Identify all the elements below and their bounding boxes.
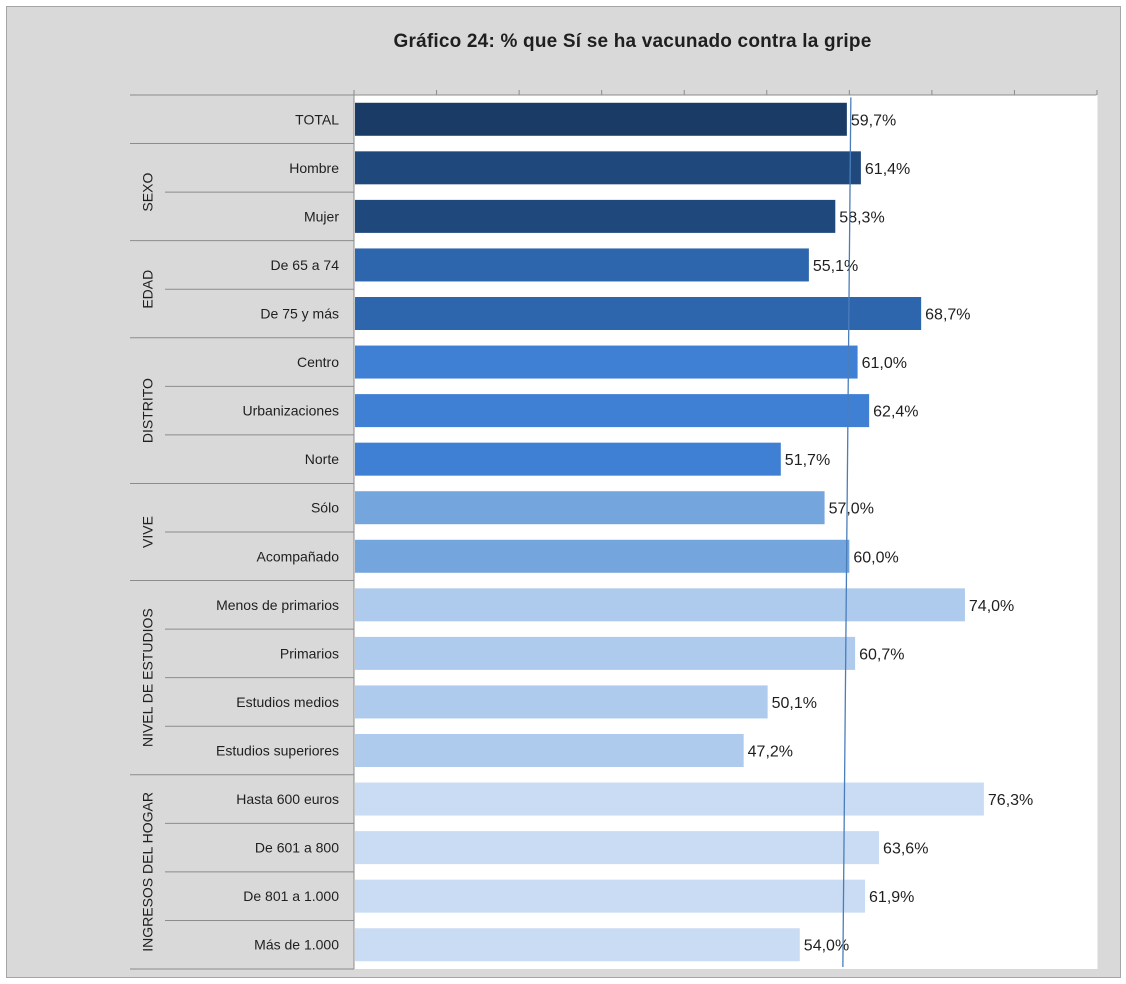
category-label-de-75-y-mas: De 75 y más [260,306,339,322]
value-label-de-65-a-74: 55,1% [813,258,858,275]
category-label-de-601-a-800: De 601 a 800 [255,840,339,856]
value-label-solo: 57,0% [829,501,874,518]
bar-de-75-y-mas [355,297,922,330]
bar-de-801-a-1-000 [355,879,866,913]
bar-centro [355,345,858,379]
bar-hasta-600-euros [355,782,984,816]
value-label-de-601-a-800: 63,6% [883,841,928,858]
value-label-hasta-600-euros: 76,3% [988,792,1033,809]
value-label-estudios-superiores: 47,2% [748,744,793,761]
reference-line [842,97,852,968]
bar-acompanado [355,539,850,573]
category-label-de-801-a-1-000: De 801 a 1.000 [243,888,339,904]
value-label-urbanizaciones: 62,4% [873,404,918,421]
group-label-edad: EDAD [140,270,156,309]
category-label-hasta-600-euros: Hasta 600 euros [236,791,339,807]
bar-de-65-a-74 [355,248,809,282]
category-label-hombre: Hombre [289,160,339,176]
bar-de-601-a-800 [355,831,880,865]
category-label-menos-de-primarios: Menos de primarios [216,597,339,613]
category-label-norte: Norte [305,451,339,467]
group-label-sexo: SEXO [140,173,156,212]
value-label-primarios: 60,7% [859,646,904,663]
bar-urbanizaciones [355,394,870,428]
group-label-nivel-de-estudios: NIVEL DE ESTUDIOS [140,608,156,747]
bar-total [355,102,847,136]
value-label-mujer: 58,3% [839,209,884,226]
category-label-acompanado: Acompañado [256,548,339,564]
bar-menos-de-primarios [355,588,965,622]
category-label-total: TOTAL [295,111,339,127]
value-label-de-801-a-1-000: 61,9% [869,889,914,906]
category-label-centro: Centro [297,354,339,370]
group-label-distrito: DISTRITO [140,378,156,443]
value-label-norte: 51,7% [785,452,830,469]
value-label-de-75-y-mas: 68,7% [925,307,970,324]
chart-title: Gráfico 24: % que Sí se ha vacunado cont… [393,31,872,52]
group-label-ingresos-del-hogar: INGRESOS DEL HOGAR [140,792,156,952]
category-label-estudios-superiores: Estudios superiores [216,743,339,759]
bar-mujer [355,199,836,233]
value-label-acompanado: 60,0% [853,549,898,566]
bar-estudios-medios [355,685,768,719]
value-label-mas-de-1-000: 54,0% [804,938,849,955]
bar-primarios [355,636,856,670]
bar-norte [355,442,781,476]
value-label-total: 59,7% [851,112,896,129]
category-label-estudios-medios: Estudios medios [236,694,339,710]
category-label-urbanizaciones: Urbanizaciones [243,403,340,419]
value-label-hombre: 61,4% [865,161,910,178]
plot-area [354,95,1097,969]
group-label-vive: VIVE [140,516,156,548]
bar-solo [355,491,825,525]
value-label-centro: 61,0% [862,355,907,372]
bar-mas-de-1-000 [355,928,800,962]
category-label-de-65-a-74: De 65 a 74 [271,257,340,273]
value-label-estudios-medios: 50,1% [772,695,817,712]
category-label-mujer: Mujer [304,208,339,224]
category-label-primarios: Primarios [280,645,339,661]
value-label-menos-de-primarios: 74,0% [969,598,1014,615]
category-label-mas-de-1-000: Más de 1.000 [254,937,339,953]
category-label-solo: Sólo [311,500,339,516]
bar-hombre [355,151,861,185]
bar-estudios-superiores [355,734,744,767]
